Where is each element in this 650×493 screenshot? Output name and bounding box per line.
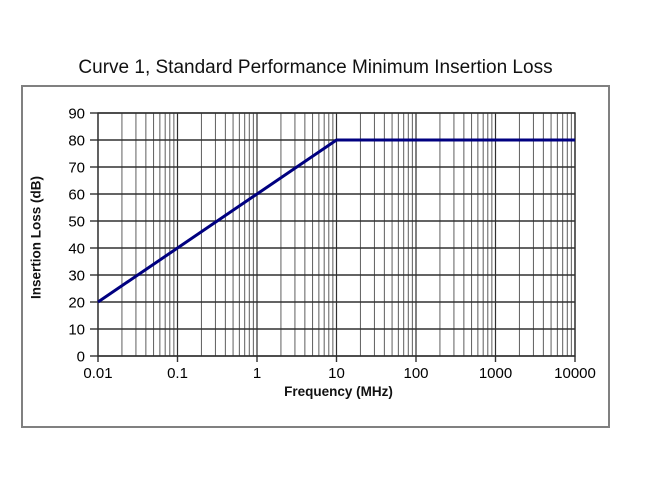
y-tick-label: 80	[68, 132, 85, 149]
chart-title: Curve 1, Standard Performance Minimum In…	[78, 57, 553, 78]
x-axis-title: Frequency (MHz)	[284, 384, 393, 399]
x-tick-label: 0.01	[83, 365, 112, 382]
y-tick-label: 40	[68, 240, 85, 257]
chart-plot: 0 10 20 30 40 50 60 70 80 90 0.01 0.1 1 10 100 1000 1000…	[68, 105, 596, 382]
y-axis-title: Insertion Loss (dB)	[28, 176, 44, 300]
y-tick-label: 30	[68, 267, 85, 284]
x-tick-label: 1	[253, 365, 261, 382]
y-tick-label: 60	[68, 186, 85, 203]
x-tick-label: 0.1	[167, 365, 188, 382]
y-tick-label: 20	[68, 294, 85, 311]
y-tick-label: 90	[68, 105, 85, 122]
x-tick-label: 10	[328, 365, 345, 382]
y-tick-label: 10	[68, 321, 85, 338]
chart-frame: 0 10 20 30 40 50 60 70 80 90 0.01 0.1 1 10 100 1000 1000…	[21, 85, 610, 428]
y-tick-label: 0	[77, 348, 85, 365]
y-tick-label: 70	[68, 159, 85, 176]
x-tick-label: 100	[403, 365, 428, 382]
x-tick-label: 10000	[554, 365, 596, 382]
y-tick-label: 50	[68, 213, 85, 230]
x-tick-label: 1000	[479, 365, 512, 382]
data-line-curve-1	[97, 138, 575, 304]
